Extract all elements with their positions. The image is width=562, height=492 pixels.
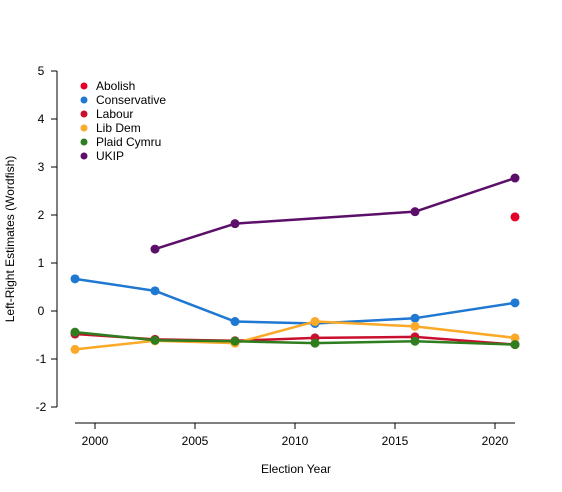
legend-label: Plaid Cymru [96,135,161,149]
legend-label: Lib Dem [96,121,141,135]
y-tick-label: -2 [36,400,47,414]
series-lib-dem [70,317,520,354]
data-point-ukip [230,219,240,229]
x-tick-label: 2020 [482,434,509,448]
data-point-ukip [410,207,420,217]
series-layer [70,173,520,354]
legend-marker [80,110,88,118]
y-tick-label: 1 [38,256,45,270]
data-point-conservative [410,313,420,323]
data-point-ukip [150,244,160,254]
legend-label: Labour [96,107,133,121]
series-line-plaid-cymru [74,330,516,346]
legend-item-labour: Labour [80,107,133,121]
x-tick-label: 2005 [182,434,209,448]
legend-marker [80,82,88,90]
y-tick-label: 0 [38,304,45,318]
data-point-abolish [510,212,520,222]
y-axis-title: Left-Right Estimates (Wordfish) [3,156,17,323]
data-point-plaid-cymru [70,327,80,337]
axes: -2 -1 0 1 2 3 4 5 2000 2005 2010 2015 2020 [36,64,515,448]
data-point-plaid-cymru [410,336,420,346]
legend-item-lib-dem: Lib Dem [80,121,141,135]
y-tick-label: 4 [38,112,45,126]
x-tick-label: 2000 [82,434,109,448]
y-tick-label: 5 [38,64,45,78]
series-line-conservative [74,277,516,325]
x-axis-title: Election Year [261,462,331,476]
legend-item-plaid-cymru: Plaid Cymru [80,135,161,149]
y-tick-label: 3 [38,160,45,174]
data-point-lib-dem [410,321,420,331]
y-axis-ticks: -2 -1 0 1 2 3 4 5 [36,64,57,414]
series-abolish [510,212,520,222]
series-conservative [70,274,520,328]
y-tick-label: 2 [38,208,45,222]
data-point-conservative [510,298,520,308]
legend-label: Conservative [96,93,166,107]
legend-marker [80,152,88,160]
x-axis-ticks: 2000 2005 2010 2015 2020 [82,423,509,448]
data-point-lib-dem [70,344,80,354]
legend-marker [80,124,88,132]
data-point-plaid-cymru [310,338,320,348]
data-point-plaid-cymru [150,335,160,345]
data-point-conservative [230,317,240,327]
legend-marker [80,138,88,146]
y-tick-label: -1 [36,352,47,366]
x-tick-label: 2010 [282,434,309,448]
data-point-plaid-cymru [510,340,520,350]
series-line-ukip [154,176,516,251]
series-line-lib-dem [74,320,516,351]
legend-label: Abolish [96,79,135,93]
legend-item-ukip: UKIP [80,149,124,163]
x-tick-label: 2015 [382,434,409,448]
legend-label: UKIP [96,149,124,163]
data-point-lib-dem [310,317,320,327]
data-point-conservative [150,286,160,296]
data-point-plaid-cymru [230,336,240,346]
series-plaid-cymru [70,327,520,350]
legend-item-conservative: Conservative [80,93,166,107]
data-point-conservative [70,274,80,284]
data-point-lib-dem [510,333,520,343]
legend-marker [80,96,88,104]
legend-item-abolish: Abolish [80,79,135,93]
data-point-ukip [510,173,520,183]
series-ukip [150,173,520,254]
